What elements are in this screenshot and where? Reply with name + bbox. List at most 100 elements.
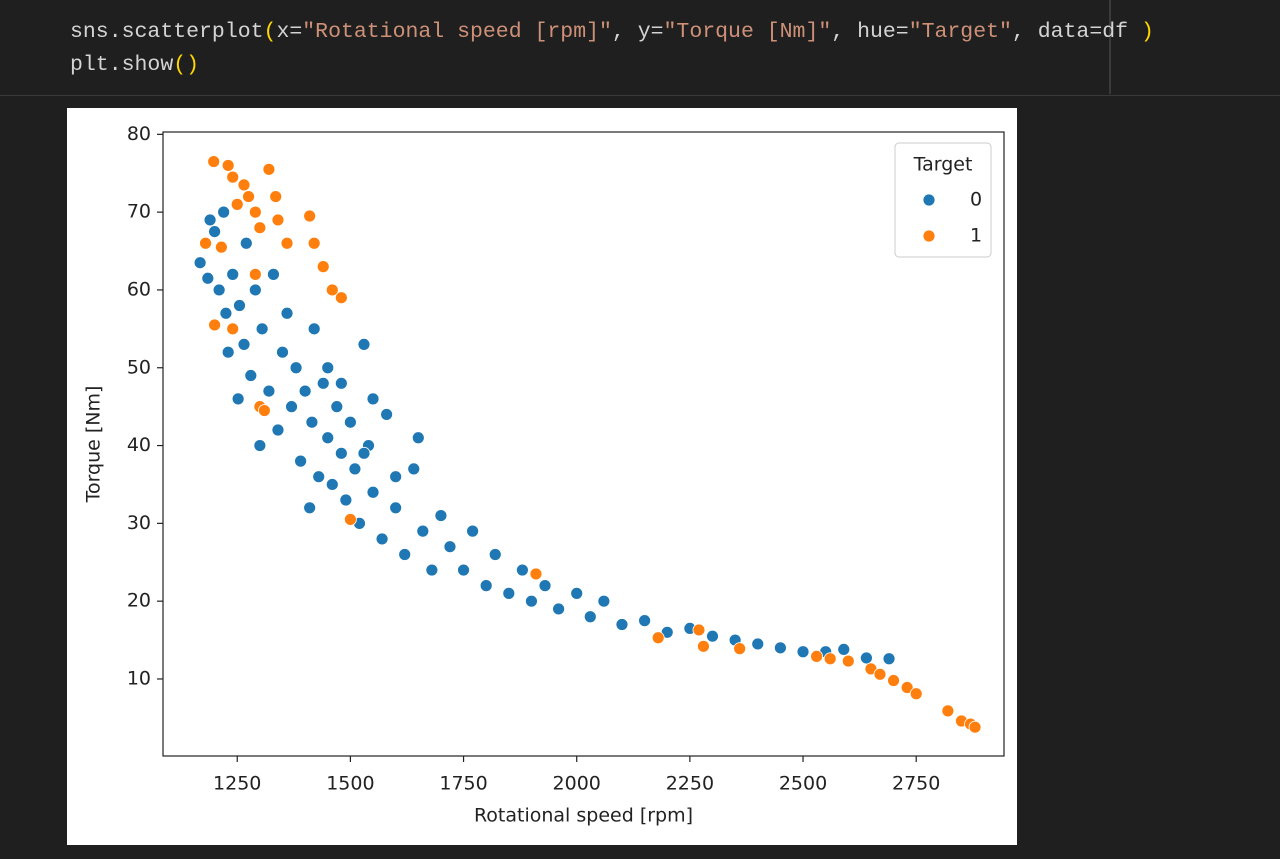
point	[751, 637, 765, 651]
chart: 1250 1500 1750 2000 2250 2500 2750102030405060…	[67, 108, 1017, 845]
point	[357, 446, 371, 460]
point	[343, 415, 357, 429]
point	[706, 629, 719, 643]
code-token: , hue=	[831, 20, 908, 44]
point	[434, 509, 448, 522]
point	[316, 260, 330, 274]
point	[237, 338, 251, 351]
point	[330, 400, 344, 414]
code-token: plt.show	[70, 53, 173, 77]
point	[823, 652, 837, 666]
point	[294, 454, 308, 468]
point	[443, 540, 457, 554]
point	[796, 645, 810, 659]
point	[271, 423, 285, 437]
code-token: , data=df	[1012, 20, 1141, 44]
point	[810, 650, 824, 663]
point	[276, 345, 289, 359]
code-line: plt.show()	[70, 53, 199, 77]
point	[248, 267, 262, 281]
point	[262, 162, 276, 176]
point	[298, 384, 312, 398]
point	[366, 392, 380, 406]
code-token: ()	[173, 53, 199, 77]
point	[380, 408, 394, 421]
point	[773, 641, 787, 655]
point	[692, 623, 706, 637]
legend-box	[894, 142, 992, 258]
point	[226, 322, 240, 336]
point	[269, 190, 283, 203]
point	[552, 602, 566, 616]
point	[425, 563, 439, 577]
point	[248, 205, 262, 219]
point	[502, 586, 516, 600]
point	[230, 197, 244, 211]
point	[226, 267, 240, 281]
x-tick-label: 2250	[666, 773, 714, 795]
point	[321, 431, 335, 445]
point	[271, 213, 285, 227]
point	[525, 594, 538, 608]
code-token: (	[264, 20, 277, 44]
y-tick-label: 40	[127, 434, 151, 456]
point	[239, 236, 253, 250]
code-token: "Rotational speed [rpm]"	[302, 20, 612, 44]
code-cell: sns.scatterplot(x="Rotational speed [rpm…	[0, 0, 1280, 96]
point	[193, 256, 207, 270]
code-line: sns.scatterplot(x="Rotational speed [rpm…	[70, 20, 1154, 44]
point	[909, 687, 923, 701]
point	[231, 392, 245, 406]
legend-marker	[922, 193, 936, 207]
y-tick-label: 80	[127, 123, 151, 145]
point	[375, 532, 389, 546]
point	[651, 631, 665, 645]
point	[221, 345, 235, 359]
plot-output: 1250 1500 1750 2000 2250 2500 2750 10 20 30 40 50 60…	[67, 108, 1017, 849]
x-tick-label: 2500	[779, 773, 827, 795]
point	[733, 642, 747, 656]
point	[262, 384, 276, 398]
point	[697, 639, 710, 653]
legend-title: Target	[913, 154, 973, 176]
chart-background	[67, 108, 1017, 845]
point	[389, 501, 403, 515]
x-tick-label: 1250	[213, 773, 261, 795]
point	[583, 610, 597, 624]
code-token: "Torque [Nm]"	[664, 20, 832, 44]
point	[348, 462, 362, 476]
point	[257, 404, 271, 417]
point	[203, 213, 217, 227]
point	[343, 513, 357, 526]
y-tick-label: 60	[127, 278, 151, 300]
point	[334, 376, 348, 390]
point	[321, 361, 335, 375]
point	[307, 236, 321, 250]
point	[237, 178, 251, 192]
point	[398, 548, 412, 561]
legend-label: 1	[970, 225, 982, 247]
point	[303, 209, 317, 223]
x-tick-label: 1500	[326, 773, 374, 795]
point	[638, 614, 652, 628]
point	[233, 299, 246, 312]
point	[900, 681, 914, 694]
y-tick-label: 50	[127, 356, 151, 378]
y-tick-label: 70	[127, 201, 151, 223]
point	[214, 240, 228, 254]
point	[208, 318, 222, 332]
point	[837, 643, 851, 656]
y-tick-label: 30	[127, 512, 151, 534]
code-token: )	[1141, 20, 1154, 44]
point	[841, 654, 855, 668]
point	[208, 225, 222, 238]
point	[334, 446, 348, 460]
point	[255, 322, 269, 336]
point	[411, 431, 425, 445]
point	[968, 720, 982, 734]
point	[199, 236, 212, 250]
point	[267, 267, 280, 281]
point	[529, 567, 543, 581]
x-tick-label: 1750	[439, 773, 487, 795]
point	[479, 579, 493, 593]
